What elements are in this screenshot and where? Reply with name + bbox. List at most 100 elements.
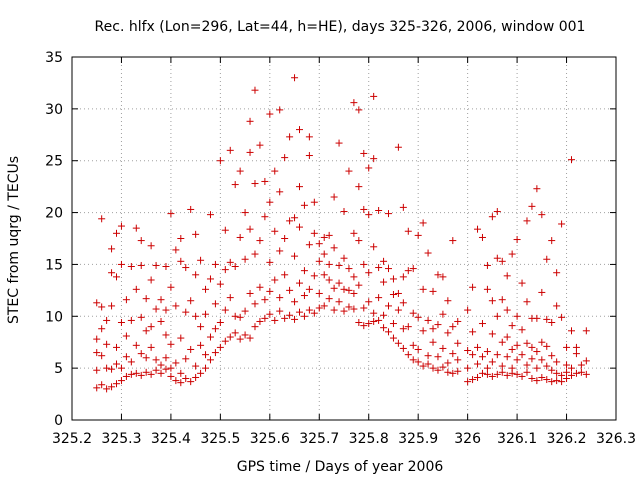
data-point <box>543 315 551 323</box>
data-point <box>256 283 264 291</box>
data-point <box>498 296 506 304</box>
data-point <box>528 355 536 363</box>
data-point <box>404 351 412 359</box>
x-tick-label: 326.3 <box>596 431 636 447</box>
data-point <box>187 378 195 386</box>
y-tick-label: 20 <box>45 206 63 222</box>
data-point <box>414 313 422 321</box>
data-point <box>300 201 308 209</box>
data-point <box>206 333 214 341</box>
data-point <box>444 297 452 305</box>
data-point <box>276 294 284 302</box>
data-point <box>553 377 561 385</box>
data-point <box>310 198 318 206</box>
data-point <box>137 350 145 358</box>
data-point <box>221 266 229 274</box>
data-point <box>513 341 521 349</box>
data-point <box>355 281 363 289</box>
data-point <box>281 314 289 322</box>
data-point <box>157 369 165 377</box>
data-point <box>434 353 442 361</box>
data-point <box>172 377 180 385</box>
data-point <box>498 368 506 376</box>
data-point <box>419 327 427 335</box>
data-point <box>251 86 259 94</box>
data-point <box>503 333 511 341</box>
data-point <box>548 352 556 360</box>
data-point <box>271 316 279 324</box>
data-point <box>216 343 224 351</box>
data-point <box>543 376 551 384</box>
data-point <box>197 369 205 377</box>
data-point <box>142 368 150 376</box>
data-point <box>93 384 101 392</box>
data-point <box>182 264 190 272</box>
data-point <box>483 285 491 293</box>
data-point <box>444 368 452 376</box>
data-point <box>483 370 491 378</box>
data-point <box>93 299 101 307</box>
data-point <box>122 353 130 361</box>
data-point <box>365 298 373 306</box>
y-tick-label: 25 <box>45 154 63 170</box>
data-point <box>474 225 482 233</box>
data-point <box>553 269 561 277</box>
data-point <box>360 322 368 330</box>
data-point <box>157 361 165 369</box>
data-point <box>221 226 229 234</box>
data-point <box>246 148 254 156</box>
data-point <box>533 314 541 322</box>
data-point <box>305 306 313 314</box>
data-point <box>197 256 205 264</box>
data-point <box>523 361 531 369</box>
data-point <box>513 370 521 378</box>
data-point <box>98 381 106 389</box>
data-point <box>266 310 274 318</box>
data-point <box>563 361 571 369</box>
data-point <box>488 372 496 380</box>
data-point <box>340 254 348 262</box>
data-point <box>493 312 501 320</box>
data-point <box>281 271 289 279</box>
data-point <box>108 302 116 310</box>
data-point <box>340 285 348 293</box>
data-point <box>295 308 303 316</box>
data-point <box>113 343 121 351</box>
data-point <box>192 362 200 370</box>
data-point <box>439 273 447 281</box>
data-point <box>177 369 185 377</box>
data-point <box>548 319 556 327</box>
data-point <box>187 205 195 213</box>
data-point <box>523 339 531 347</box>
data-point <box>211 300 219 308</box>
data-point <box>513 236 521 244</box>
data-point <box>528 375 536 383</box>
data-point <box>182 308 190 316</box>
data-point <box>241 307 249 315</box>
data-point <box>315 240 323 248</box>
data-point <box>276 247 284 255</box>
data-point <box>315 289 323 297</box>
data-point <box>113 229 121 237</box>
data-point <box>385 210 393 218</box>
data-point <box>162 331 170 339</box>
data-point <box>271 167 279 175</box>
data-point <box>246 225 254 233</box>
data-point <box>246 117 254 125</box>
data-point <box>231 329 239 337</box>
data-point <box>251 300 259 308</box>
data-point <box>370 317 378 325</box>
data-point <box>503 306 511 314</box>
data-points <box>93 74 590 393</box>
data-point <box>226 146 234 154</box>
data-point <box>300 292 308 300</box>
x-tick-label: 325.7 <box>299 431 339 447</box>
data-point <box>291 74 299 82</box>
data-point <box>330 306 338 314</box>
data-point <box>117 319 125 327</box>
data-point <box>117 377 125 385</box>
y-tick-label: 10 <box>45 309 63 325</box>
data-point <box>286 286 294 294</box>
data-point <box>206 356 214 364</box>
data-point <box>429 287 437 295</box>
